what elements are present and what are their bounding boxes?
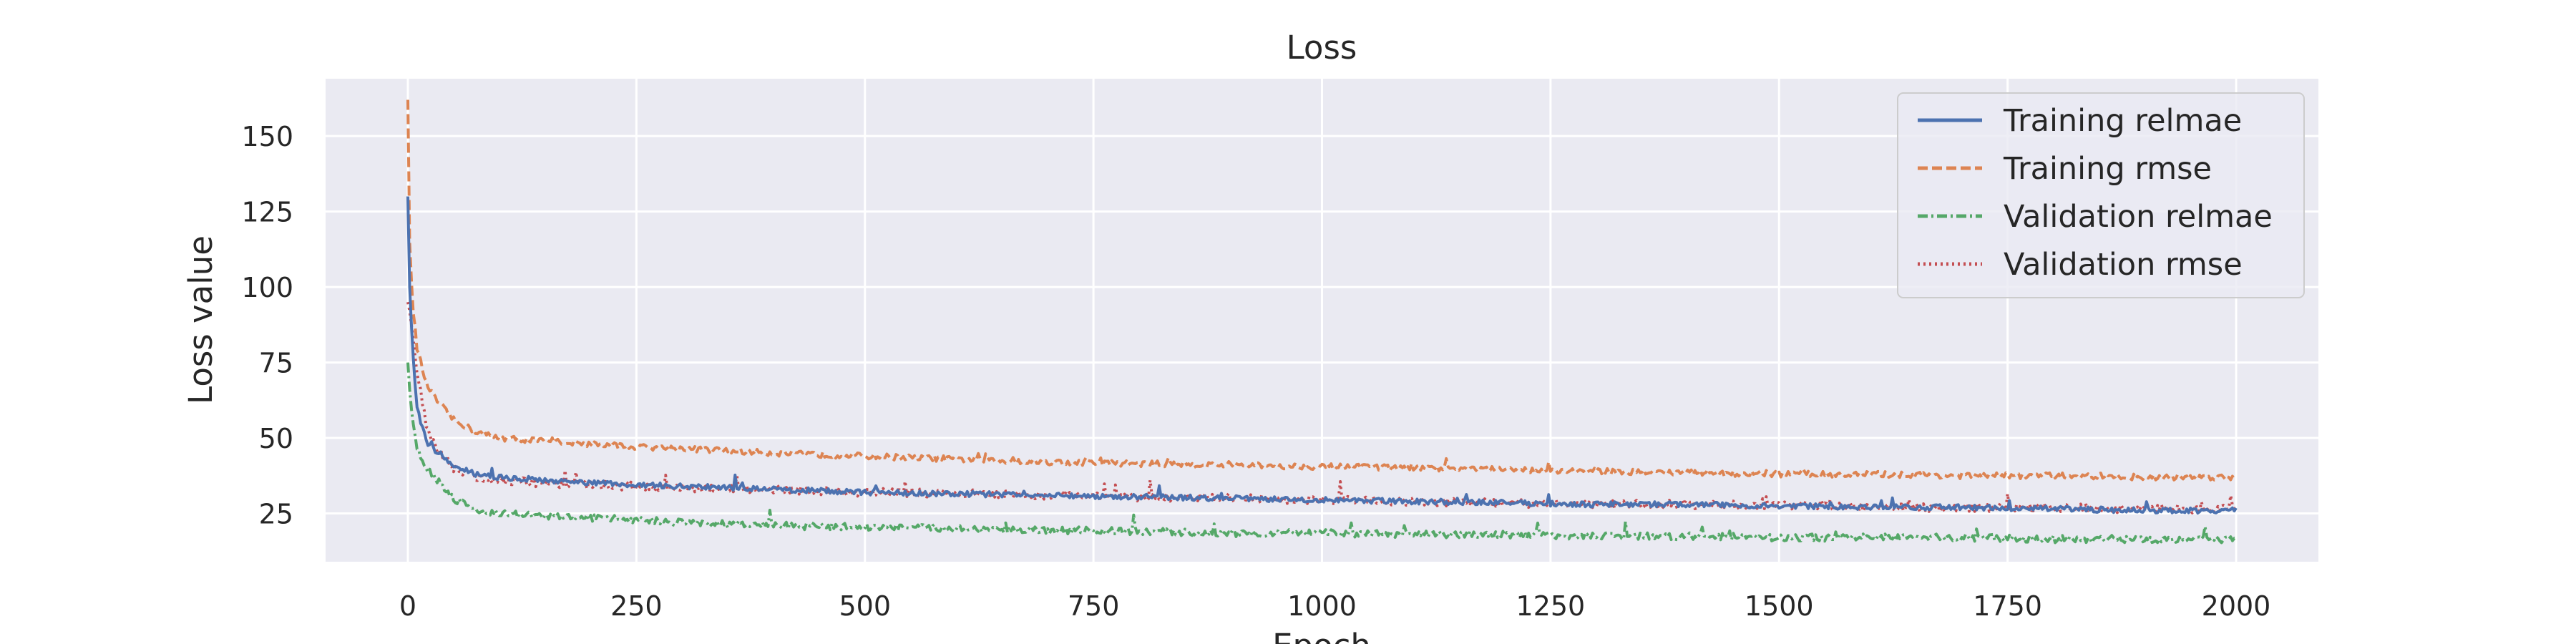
x-tick-labels: 0 250 500 750 1000 1250 1500 1750 2000 xyxy=(399,590,2270,622)
x-tick-label: 1250 xyxy=(1516,590,1586,622)
x-tick-label: 0 xyxy=(399,590,416,622)
y-tick-label: 25 xyxy=(259,499,293,530)
y-tick-label: 150 xyxy=(241,121,293,152)
x-tick-label: 250 xyxy=(610,590,663,622)
x-tick-label: 1000 xyxy=(1287,590,1357,622)
legend-label: Training rmse xyxy=(2003,151,2212,187)
series-line xyxy=(406,99,2237,482)
y-axis-label: Loss value xyxy=(182,235,220,404)
x-tick-label: 2000 xyxy=(2202,590,2271,622)
series-line xyxy=(406,362,2237,545)
legend: Training relmae Training rmse Validation r… xyxy=(1897,92,2305,298)
series-lines xyxy=(406,99,2238,545)
series-line xyxy=(406,196,2238,514)
y-tick-label: 100 xyxy=(241,272,293,303)
legend-label: Training relmae xyxy=(2003,103,2242,139)
legend-label: Validation relmae xyxy=(2004,199,2273,235)
y-tick-label: 75 xyxy=(259,348,293,379)
legend-label: Validation rmse xyxy=(2004,247,2243,283)
x-tick-label: 500 xyxy=(839,590,891,622)
y-tick-label: 125 xyxy=(241,197,293,228)
x-axis-label: Epoch xyxy=(1272,627,1371,644)
y-tick-label: 50 xyxy=(259,423,293,454)
legend-box xyxy=(1897,92,2305,298)
x-tick-label: 1750 xyxy=(1973,590,2042,622)
x-tick-label: 1500 xyxy=(1745,590,1814,622)
chart-title: Loss xyxy=(1287,29,1357,67)
x-tick-label: 750 xyxy=(1068,590,1120,622)
y-tick-labels: 25 50 75 100 125 150 xyxy=(241,121,293,530)
